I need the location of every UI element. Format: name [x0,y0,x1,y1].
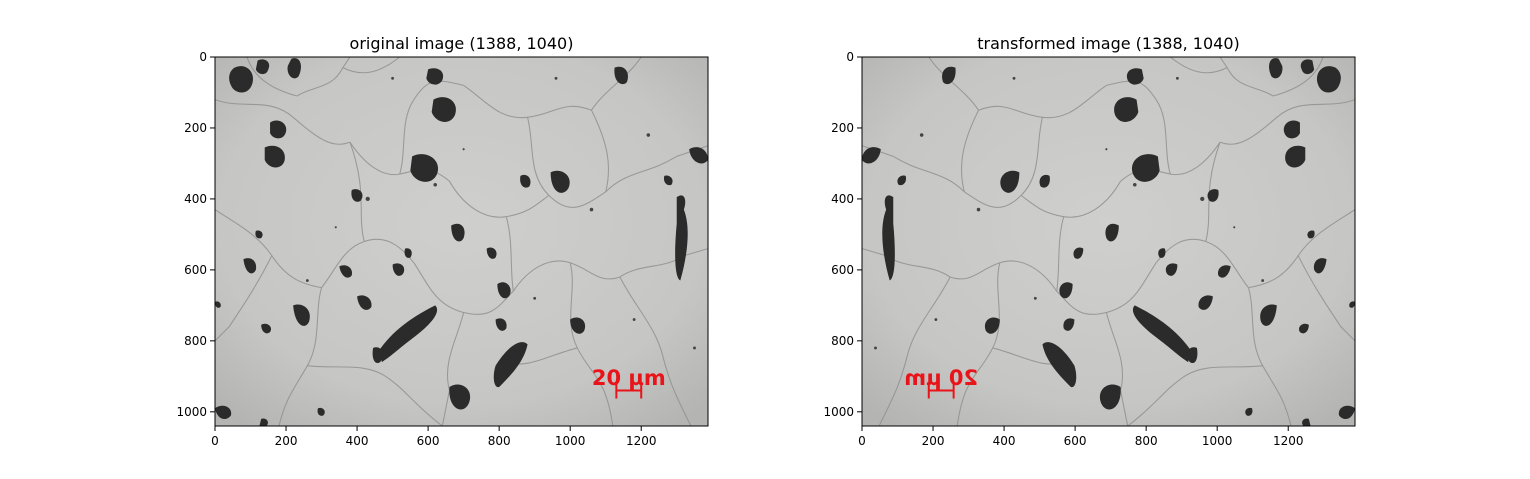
x-tick-label: 1200 [626,434,657,448]
y-tick-label: 600 [184,263,207,277]
y-tick-label: 800 [831,334,854,348]
y-tick-label: 1000 [176,405,207,419]
chart-title: original image (1388, 1040) [350,34,574,53]
scale-bar-label: 20 µm [904,366,978,390]
x-tick-label: 0 [211,434,219,448]
axes-frame [214,56,709,427]
y-tick-label: 200 [831,121,854,135]
x-tick-label: 800 [1135,434,1158,448]
y-tick-label: 400 [831,192,854,206]
y-tick-label: 600 [831,263,854,277]
x-tick-label: 600 [1064,434,1087,448]
x-tick-label: 200 [275,434,298,448]
y-tick-label: 0 [846,50,854,64]
x-tick-label: 800 [488,434,511,448]
scale-bar: 20 µm [904,366,978,399]
chart-title: transformed image (1388, 1040) [977,34,1240,53]
x-tick-label: 400 [346,434,369,448]
x-tick-label: 600 [417,434,440,448]
scale-bar: 20 µm [592,366,666,399]
subplot-original: original image (1388, 1040) 20 µm 0 200 400 6… [176,34,709,448]
y-tick-label: 400 [184,192,207,206]
x-tick-label: 200 [922,434,945,448]
x-tick-label: 0 [858,434,866,448]
y-tick-label: 800 [184,334,207,348]
subplot-transformed: transformed image (1388, 1040) 20 µm 0 200 4… [823,34,1356,448]
x-tick-label: 1000 [1202,434,1233,448]
x-tick-label: 400 [993,434,1016,448]
x-tick-label: 1000 [555,434,586,448]
y-tick-label: 1000 [823,405,854,419]
y-tick-label: 0 [199,50,207,64]
scale-bar-label: 20 µm [592,366,666,390]
axes-frame [861,56,1356,427]
y-tick-label: 200 [184,121,207,135]
x-tick-label: 1200 [1273,434,1304,448]
